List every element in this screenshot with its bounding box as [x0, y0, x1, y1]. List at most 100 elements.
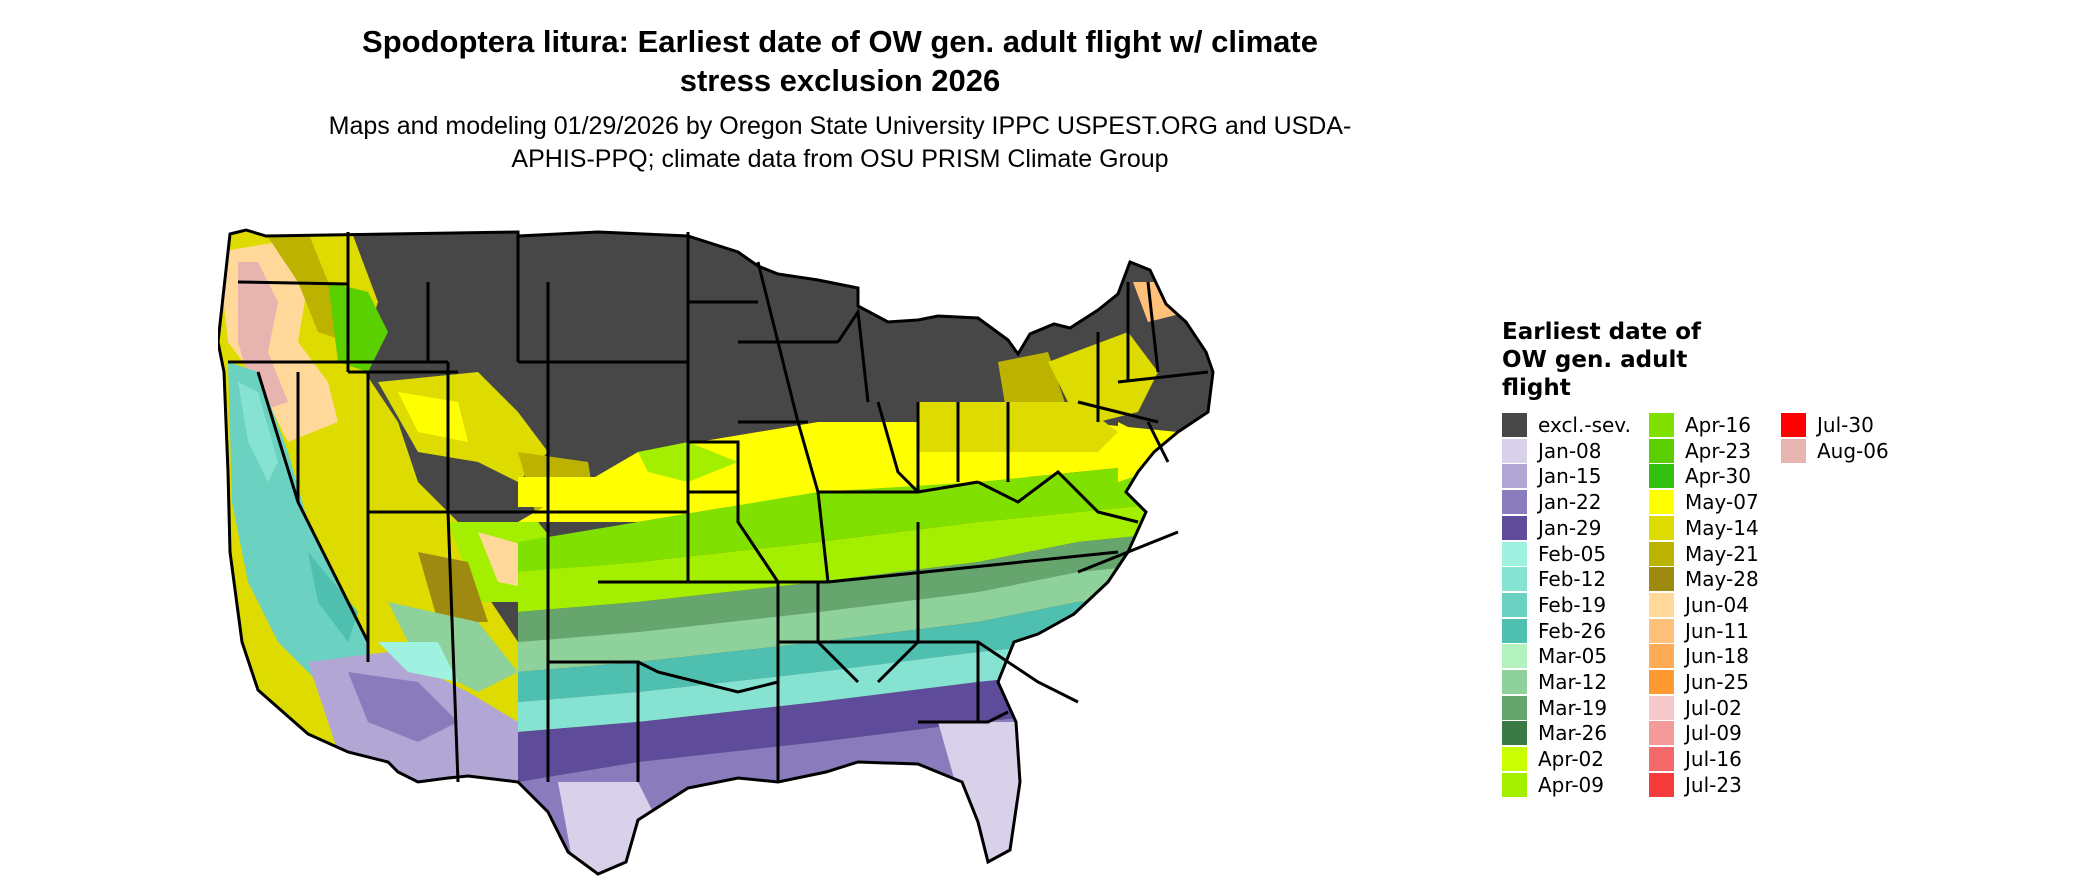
legend-item: excl.-sev. [1502, 412, 1631, 438]
legend-item: Jul-09 [1649, 720, 1742, 746]
legend-swatch [1781, 438, 1806, 463]
legend-swatch [1649, 541, 1674, 566]
legend-item: Mar-12 [1502, 669, 1607, 695]
map-title: Spodoptera litura: Earliest date of OW g… [362, 24, 1318, 98]
legend-swatch [1502, 438, 1527, 463]
legend-item: Jul-23 [1649, 772, 1742, 798]
legend-item: Jan-15 [1502, 463, 1602, 489]
legend-swatch [1502, 515, 1527, 540]
legend-swatch [1649, 592, 1674, 617]
legend-swatch [1502, 695, 1527, 720]
legend-swatch [1649, 464, 1674, 489]
legend-swatch [1502, 592, 1527, 617]
legend-swatch [1649, 644, 1674, 669]
legend-label: Jun-11 [1685, 618, 1749, 643]
legend-label: Mar-19 [1538, 695, 1608, 720]
legend-label: May-28 [1685, 567, 1759, 592]
legend-swatch [1502, 644, 1527, 669]
legend-label: Jan-22 [1538, 490, 1602, 515]
legend-label: Jul-23 [1685, 772, 1742, 797]
legend-label: Jul-02 [1685, 695, 1742, 720]
legend-label: Apr-23 [1685, 438, 1751, 463]
legend-label: Jan-08 [1538, 438, 1602, 463]
legend-swatch [1502, 464, 1527, 489]
legend-item: Jun-11 [1649, 618, 1749, 644]
legend-title: Earliest date of OW gen. adult flight [1502, 319, 1702, 401]
legend-label: Mar-12 [1538, 670, 1608, 694]
map-fill [218, 230, 1213, 874]
legend-swatch [1649, 772, 1674, 797]
legend-label: Apr-30 [1685, 464, 1751, 489]
legend-item: Jun-25 [1649, 669, 1749, 695]
legend-swatch [1781, 413, 1806, 437]
legend-label: Aug-06 [1817, 438, 1889, 463]
state-boundaries [218, 228, 1215, 876]
legend-label: May-21 [1685, 541, 1759, 566]
map-area [218, 222, 1468, 892]
map-subtitle: Maps and modeling 01/29/2026 by Oregon S… [328, 112, 1352, 173]
legend-label: Apr-09 [1538, 772, 1604, 797]
legend-label: Jan-15 [1538, 464, 1602, 489]
legend-swatch [1649, 438, 1674, 463]
legend-swatch [1649, 721, 1674, 746]
legend-item: May-14 [1649, 515, 1759, 541]
legend-item: Jul-30 [1781, 412, 1874, 438]
legend-swatch [1502, 413, 1527, 437]
legend-item: Jul-16 [1649, 746, 1742, 772]
legend-label: excl.-sev. [1538, 413, 1631, 437]
legend-swatch [1502, 721, 1527, 746]
legend-item: Jul-02 [1649, 695, 1742, 721]
legend-item: May-21 [1649, 541, 1759, 567]
title-block: Spodoptera litura: Earliest date of OW g… [200, 22, 1480, 176]
legend-item: Jun-18 [1649, 643, 1749, 669]
legend-swatch [1502, 670, 1527, 694]
legend-items: excl.-sev. Jan-08 Jan-15 Jan-22 Jan-29 Feb-05… [1502, 412, 1982, 812]
legend-swatch [1649, 515, 1674, 540]
legend-item: Jan-22 [1502, 489, 1602, 515]
legend-item: Feb-12 [1502, 566, 1606, 592]
legend-label: Jul-16 [1685, 747, 1742, 772]
legend-swatch [1649, 747, 1674, 772]
legend-item: Apr-30 [1649, 463, 1751, 489]
legend-label: Apr-16 [1685, 413, 1751, 437]
legend-swatch [1649, 618, 1674, 643]
legend-swatch [1649, 567, 1674, 592]
legend-label: May-07 [1685, 490, 1759, 515]
legend-label: Feb-26 [1538, 618, 1607, 643]
legend-item: Apr-23 [1649, 438, 1751, 464]
legend-item: Feb-26 [1502, 618, 1606, 644]
legend-label: Feb-19 [1538, 592, 1607, 617]
legend-swatch [1502, 772, 1527, 797]
legend-item: Apr-16 [1649, 412, 1751, 438]
legend-label: Jul-30 [1817, 413, 1874, 437]
legend-label: Jul-09 [1685, 721, 1742, 746]
legend-item: Aug-06 [1781, 438, 1889, 464]
legend-swatch [1649, 670, 1674, 694]
legend-item: Jan-08 [1502, 438, 1602, 464]
legend-label: Apr-02 [1538, 747, 1604, 772]
legend-label: Jun-04 [1685, 592, 1749, 617]
legend-item: May-28 [1649, 566, 1759, 592]
legend-swatch [1502, 490, 1527, 515]
legend-label: Jun-25 [1685, 670, 1749, 694]
legend-swatch [1502, 541, 1527, 566]
legend-label: Jan-29 [1538, 515, 1602, 540]
legend-item: May-07 [1649, 489, 1759, 515]
legend-item: Jan-29 [1502, 515, 1602, 541]
legend-swatch [1502, 747, 1527, 772]
legend-swatch [1502, 567, 1527, 592]
legend-swatch [1649, 413, 1674, 437]
legend-label: Feb-05 [1538, 541, 1607, 566]
legend-swatch [1649, 695, 1674, 720]
us-map [218, 228, 1215, 876]
legend-label: May-14 [1685, 515, 1759, 540]
legend: Earliest date of OW gen. adult flight ex… [1502, 318, 1982, 812]
legend-item: Apr-02 [1502, 746, 1604, 772]
legend-item: Mar-05 [1502, 643, 1607, 669]
legend-item: Feb-19 [1502, 592, 1606, 618]
legend-item: Feb-05 [1502, 541, 1606, 567]
legend-label: Mar-26 [1538, 721, 1608, 746]
legend-label: Jun-18 [1685, 644, 1749, 669]
legend-swatch [1649, 490, 1674, 515]
legend-item: Mar-19 [1502, 695, 1607, 721]
